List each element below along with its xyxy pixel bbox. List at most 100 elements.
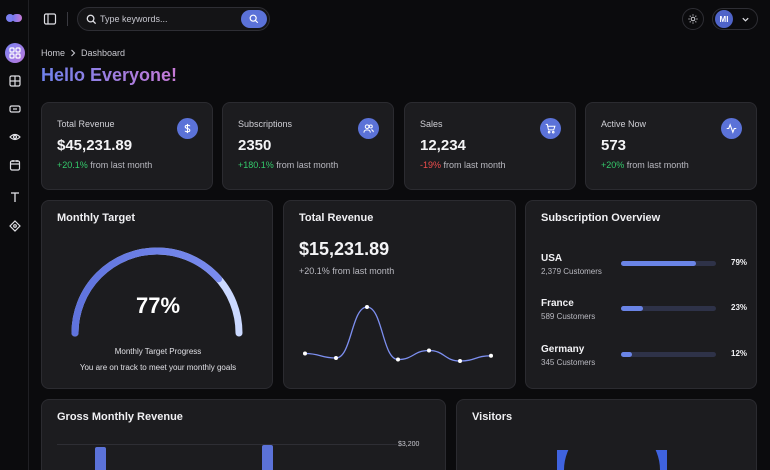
chevron-down-icon	[742, 17, 749, 22]
avatar: MI	[715, 10, 733, 28]
monthly-target-card: Monthly Target 77% Monthly Target Progre…	[41, 200, 273, 389]
country-name: France	[541, 298, 574, 309]
card-title: Visitors	[472, 411, 513, 423]
logo[interactable]	[6, 14, 22, 22]
search-button[interactable]	[241, 10, 267, 28]
total-revenue-card: Total Revenue $15,231.89 +20.1% from las…	[283, 200, 516, 389]
theme-toggle-button[interactable]	[682, 8, 704, 30]
stat-change-suffix: from last month	[626, 160, 689, 170]
search-icon	[249, 14, 259, 24]
stat-change-value: +20%	[601, 160, 625, 170]
page-title: Hello Everyone!	[41, 65, 178, 85]
stat-card-active-now: Active Now 573 +20% from last month	[585, 102, 757, 190]
stat-change-value: +20.1%	[57, 160, 88, 170]
stat-change-suffix: from last month	[443, 160, 506, 170]
sidebar-toggle-icon[interactable]	[43, 12, 57, 26]
progress-fill	[621, 261, 697, 266]
revenue-line	[304, 306, 492, 362]
progress-track	[621, 306, 716, 311]
stat-change: +20.1% from last month	[57, 160, 152, 170]
stat-value: 573	[601, 137, 627, 154]
sidebar	[0, 0, 29, 470]
gauge-label: Monthly Target Progress	[114, 347, 202, 356]
progress-fill	[621, 306, 643, 311]
dashboard-icon[interactable]	[5, 43, 25, 63]
customer-count: 589 Customers	[541, 312, 596, 321]
stat-change: -19% from last month	[420, 160, 506, 170]
ticket-icon[interactable]	[5, 99, 25, 119]
stat-value: 12,234	[420, 137, 466, 154]
users-icon	[358, 118, 379, 139]
revenue-point[interactable]	[365, 305, 369, 309]
stat-change: +180.1% from last month	[238, 160, 338, 170]
revenue-point[interactable]	[396, 357, 400, 362]
search-icon	[86, 14, 97, 25]
subscription-overview-card: Subscription Overview USA 2,379 Customer…	[525, 200, 757, 389]
progress-track	[621, 352, 716, 357]
diamond-icon[interactable]	[5, 216, 25, 236]
target-gauge	[71, 247, 243, 337]
topbar: MI	[29, 0, 770, 38]
gauge-fill	[71, 247, 243, 337]
visitors-card: Visitors	[456, 399, 757, 470]
visitors-segment	[557, 450, 667, 470]
card-title: Subscription Overview	[541, 212, 661, 224]
revenue-change: +20.1% from last month	[299, 266, 395, 276]
progress-track	[621, 261, 716, 266]
search-box	[77, 7, 270, 31]
revenue-line-chart	[303, 305, 493, 363]
cart-icon	[540, 118, 561, 139]
stat-change-suffix: from last month	[90, 160, 153, 170]
stat-card-sales: Sales 12,234 -19% from last month	[404, 102, 576, 190]
revenue-point[interactable]	[334, 356, 338, 360]
stat-value: 2350	[238, 137, 272, 154]
revenue-point[interactable]	[458, 359, 462, 363]
gauge-value: 77%	[135, 293, 181, 318]
revenue-point[interactable]	[427, 348, 431, 353]
breadcrumb-current: Dashboard	[81, 48, 126, 58]
calendar-icon[interactable]	[5, 155, 25, 175]
country-name: Germany	[541, 344, 585, 355]
gauge-description: You are on track to meet your monthly go…	[79, 363, 237, 372]
percent-value: 79%	[731, 258, 748, 267]
user-menu-button[interactable]: MI	[712, 8, 758, 30]
stat-label: Subscriptions	[238, 119, 293, 129]
grid-icon[interactable]	[5, 71, 25, 91]
stat-card-subscriptions: Subscriptions 2350 +180.1% from last mon…	[222, 102, 394, 190]
subscription-row-france: France 589 Customers 23%	[541, 298, 747, 328]
subscription-row-usa: USA 2,379 Customers 79%	[541, 253, 747, 283]
activity-icon	[721, 118, 742, 139]
card-title: Monthly Target	[57, 212, 136, 224]
stat-change-suffix: from last month	[276, 160, 339, 170]
gridline	[57, 444, 397, 445]
sun-icon	[688, 14, 698, 24]
stat-label: Sales	[420, 119, 443, 129]
percent-value: 12%	[731, 349, 748, 358]
topbar-divider	[67, 12, 68, 26]
subscription-row-germany: Germany 345 Customers 12%	[541, 344, 747, 374]
card-title: Total Revenue	[299, 212, 374, 224]
stat-label: Active Now	[601, 119, 647, 129]
customer-count: 2,379 Customers	[541, 267, 602, 276]
card-title: Gross Monthly Revenue	[57, 411, 183, 423]
customer-count: 345 Customers	[541, 358, 596, 367]
revenue-bar	[262, 445, 273, 470]
breadcrumb-home[interactable]: Home	[41, 48, 66, 58]
percent-value: 23%	[731, 303, 748, 312]
stat-change-value: +180.1%	[238, 160, 274, 170]
visitors-donut-chart	[557, 450, 667, 470]
search-input[interactable]	[100, 11, 240, 27]
chevron-right-icon	[71, 49, 76, 57]
country-name: USA	[541, 253, 563, 264]
y-tick-label: $3,200	[398, 441, 420, 448]
stat-value: $45,231.89	[57, 137, 133, 154]
dollar-icon	[177, 118, 198, 139]
revenue-point[interactable]	[489, 353, 493, 358]
gross-monthly-revenue-card: Gross Monthly Revenue $3,200	[41, 399, 446, 470]
breadcrumb: Home Dashboard	[41, 48, 125, 58]
text-icon[interactable]	[5, 187, 25, 207]
revenue-point[interactable]	[303, 351, 307, 356]
progress-fill	[621, 352, 633, 357]
eye-icon[interactable]	[5, 127, 25, 147]
stat-change-value: -19%	[420, 160, 442, 170]
